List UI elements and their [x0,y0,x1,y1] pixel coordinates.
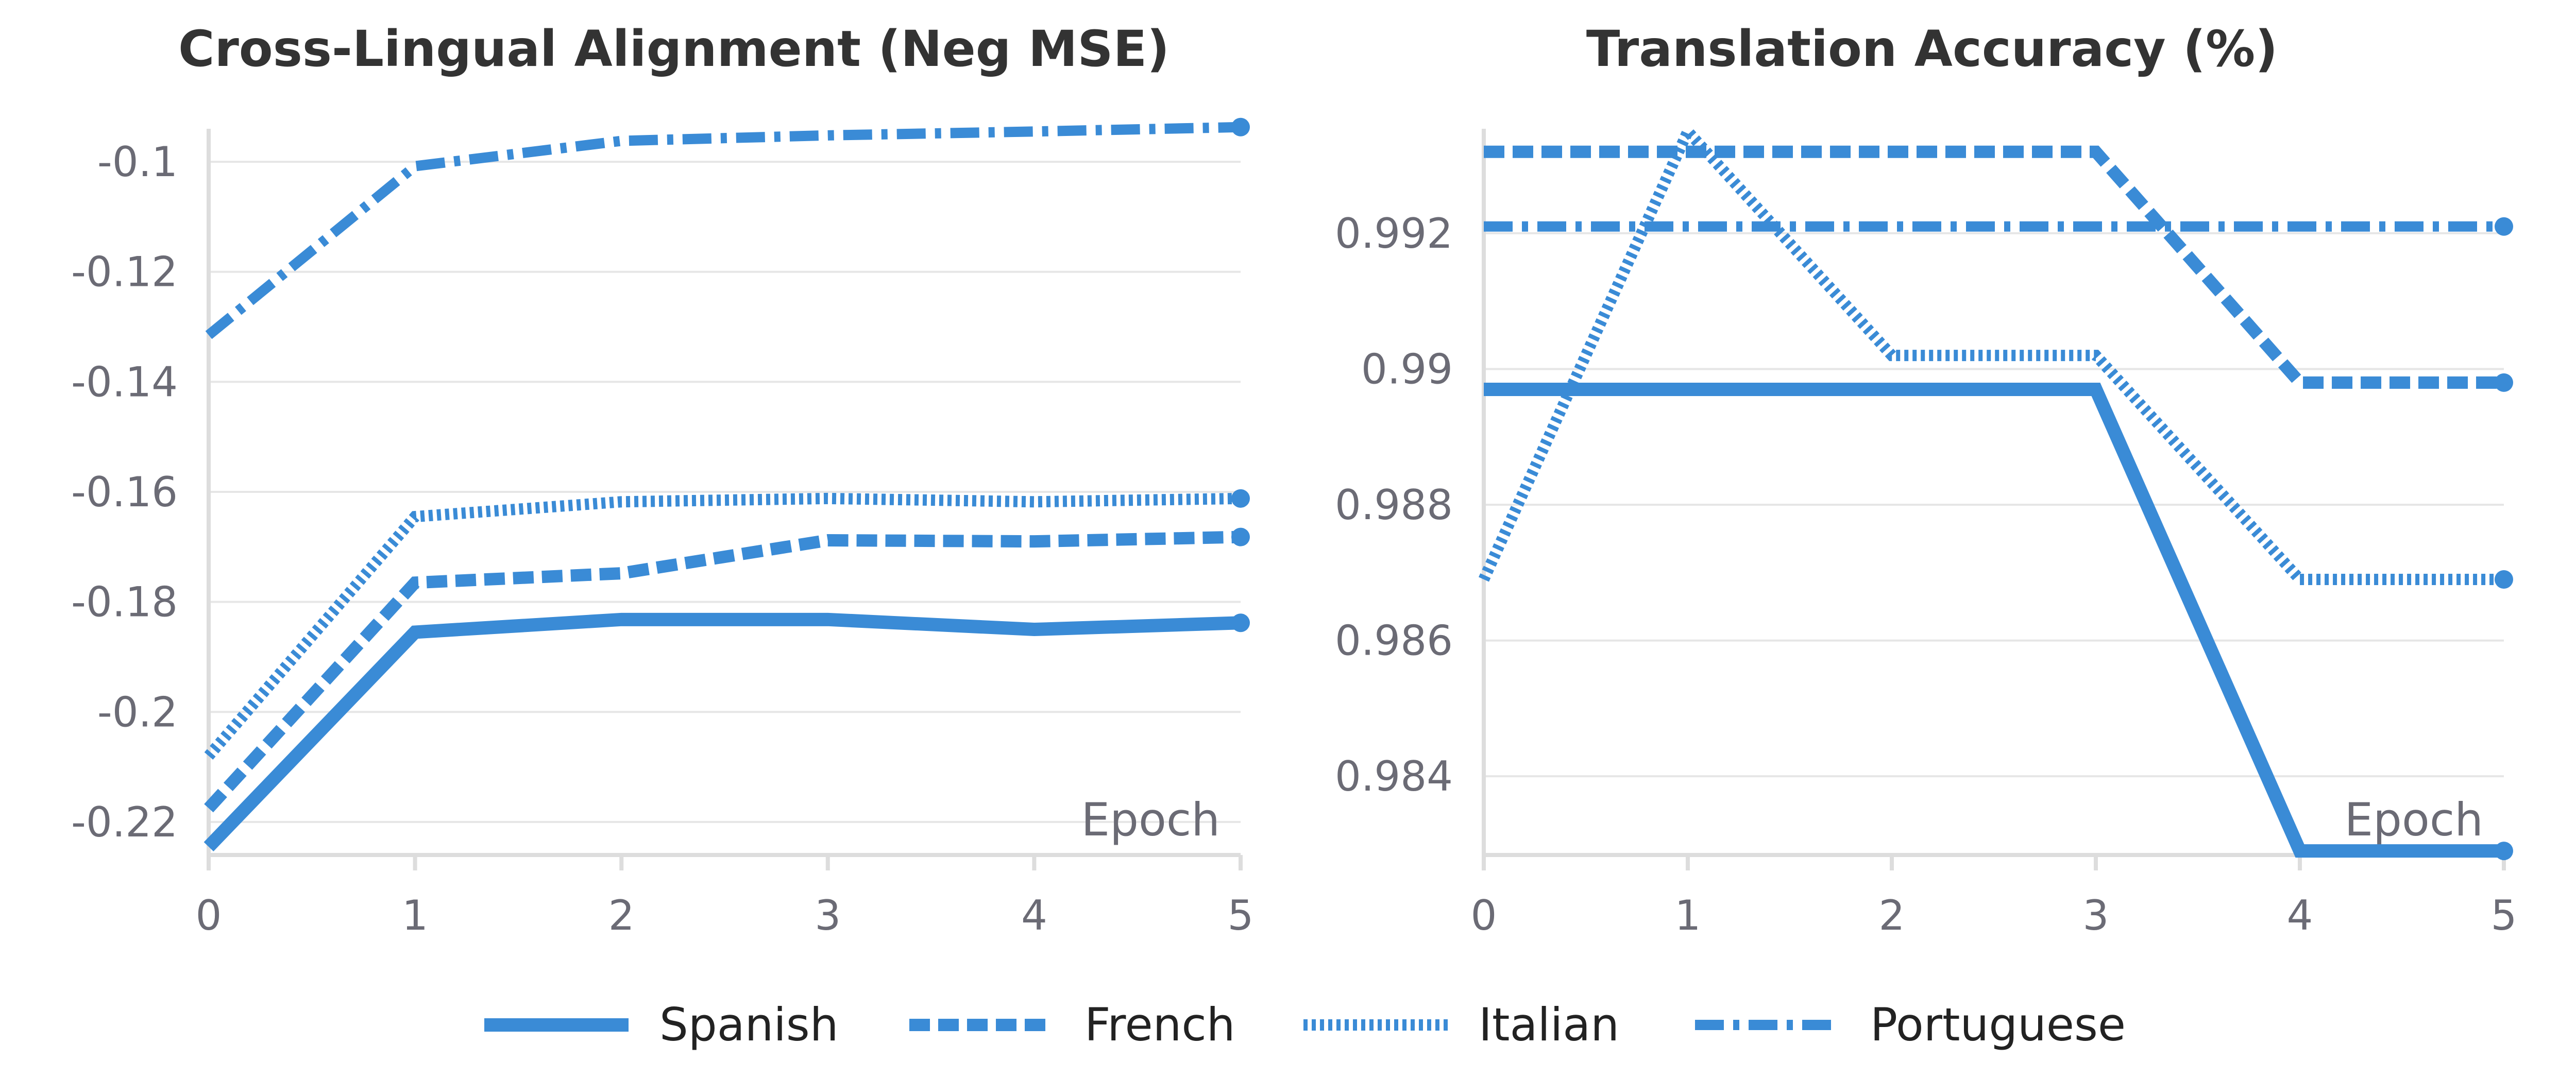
accuracy-y-tick-label: 0.986 [1335,617,1453,665]
accuracy-series-italian-line [1478,121,2504,585]
alignment-y-tick-label: -0.2 [97,688,178,736]
accuracy-x-tick-label: 1 [1675,892,1701,939]
accuracy-chart-panel: Translation Accuracy (%) 0.984 0.986 0.988… [1335,20,2517,939]
accuracy-series-spanish-line [1484,383,2504,858]
accuracy-series-french-line [1484,145,2504,389]
alignment-series-french-end-point [1231,527,1250,546]
alignment-series-portuguese-end-point [1231,117,1250,136]
accuracy-x-tick-label: 5 [2491,892,2517,939]
alignment-series-french-line [204,531,1241,813]
alignment-x-tick-label: 2 [608,892,635,939]
legend-label-spanish: Spanish [659,998,839,1051]
accuracy-series-french-end-point [2495,373,2513,392]
accuracy-chart-title: Translation Accuracy (%) [1586,20,2278,78]
legend-label-french: French [1084,998,1235,1051]
alignment-x-tick-label: 0 [196,892,222,939]
accuracy-y-tick-label: 0.984 [1335,752,1453,800]
alignment-series-italian-end-point [1231,489,1250,508]
legend-label-italian: Italian [1479,998,1619,1051]
alignment-x-tick-label: 3 [815,892,841,939]
accuracy-x-tick-label: 2 [1879,892,1905,939]
accuracy-series-portuguese-end-point [2495,217,2513,236]
accuracy-y-tick-label: 0.992 [1335,210,1453,258]
alignment-x-tick-label: 4 [1021,892,1047,939]
accuracy-y-tick-label: 0.988 [1335,481,1453,529]
alignment-y-tick-label: -0.18 [71,578,178,626]
alignment-y-tick-label: -0.14 [71,358,178,406]
alignment-x-axis-label: Epoch [1081,793,1220,846]
accuracy-x-axis-label: Epoch [2345,793,2483,846]
accuracy-x-tick-label: 0 [1471,892,1497,939]
accuracy-x-tick-label: 3 [2083,892,2109,939]
alignment-chart-panel: Cross-Lingual Alignment (Neg MSE) -0.1 -0… [71,20,1253,939]
accuracy-x-tick-label: 4 [2287,892,2313,939]
alignment-x-tick-label: 1 [402,892,428,939]
alignment-series-portuguese-line [205,122,1241,339]
alignment-series-spanish-end-point [1231,613,1250,632]
chart-legend: Spanish French Italian Portuguese [484,998,2126,1051]
alignment-series-spanish-line [204,612,1241,851]
alignment-y-tick-label: -0.22 [71,798,178,846]
alignment-chart-title: Cross-Lingual Alignment (Neg MSE) [178,20,1170,78]
alignment-y-tick-label: -0.16 [71,468,178,516]
accuracy-series-italian-end-point [2495,570,2513,589]
alignment-x-tick-label: 5 [1228,892,1254,939]
accuracy-y-tick-label: 0.99 [1361,345,1453,393]
alignment-y-tick-label: -0.1 [97,138,178,186]
legend-label-portuguese: Portuguese [1870,998,2126,1051]
accuracy-series-spanish-end-point [2495,842,2513,861]
alignment-y-tick-label: -0.12 [71,248,178,296]
